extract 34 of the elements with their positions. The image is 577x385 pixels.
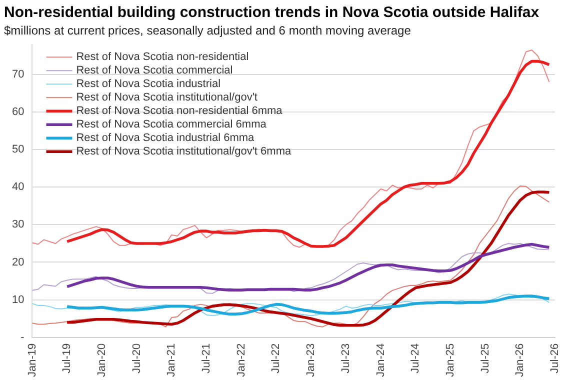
x-tick-label: Jul-25	[479, 343, 492, 374]
x-tick-label: Jul-20	[130, 343, 143, 374]
x-tick-label: Jan-25	[444, 343, 456, 378]
x-tick-label: Jan-21	[166, 343, 178, 378]
x-tick-label: Jul-24	[410, 343, 422, 374]
y-tick-label: 10	[12, 294, 24, 306]
legend-label: Rest of Nova Scotia institutional/gov't	[76, 92, 258, 104]
y-tick-label: 40	[12, 181, 24, 194]
y-tick-label: -	[20, 331, 25, 344]
legend-label: Rest of Nova Scotia institutional/gov't 6mma	[76, 146, 292, 158]
x-tick-label: Jul-23	[340, 343, 352, 374]
x-tick-label: Jan-24	[374, 343, 387, 378]
legend-label: Rest of Nova Scotia commercial	[76, 64, 233, 77]
y-tick-label: 50	[12, 144, 24, 156]
legend-label: Rest of Nova Scotia non-residential 6mma	[76, 105, 284, 118]
y-tick-label: 30	[12, 218, 24, 231]
y-tick-label: 60	[12, 106, 24, 118]
x-tick-label: Jul-19	[61, 343, 74, 374]
chart-subtitle: $millions at current prices, seasonally adjusted and 6 month moving average	[4, 24, 412, 38]
x-tick-label: Jan-20	[96, 343, 108, 378]
legend-label: Rest of Nova Scotia non-residential	[76, 51, 249, 64]
x-tick-label: Jul-21	[200, 343, 213, 374]
x-tick-label: Jan-22	[235, 343, 248, 378]
legend-label: Rest of Nova Scotia commercial 6mma	[76, 118, 268, 131]
x-tick-label: Jan-19	[26, 343, 38, 378]
legend-label: Rest of Nova Scotia industrial 6mma	[76, 132, 256, 144]
y-tick-label: 70	[12, 68, 24, 80]
legend-label: Rest of Nova Scotia industrial	[76, 78, 221, 90]
x-tick-label: Jan-23	[305, 343, 318, 378]
x-tick-label: Jul-22	[270, 343, 282, 374]
x-tick-label: Jul-26	[549, 343, 562, 374]
y-tick-label: 20	[12, 256, 24, 268]
chart-title: Non-residential building construction trends in Nova Scotia outside Halifax	[4, 4, 540, 22]
x-tick-label: Jan-26	[514, 343, 526, 378]
